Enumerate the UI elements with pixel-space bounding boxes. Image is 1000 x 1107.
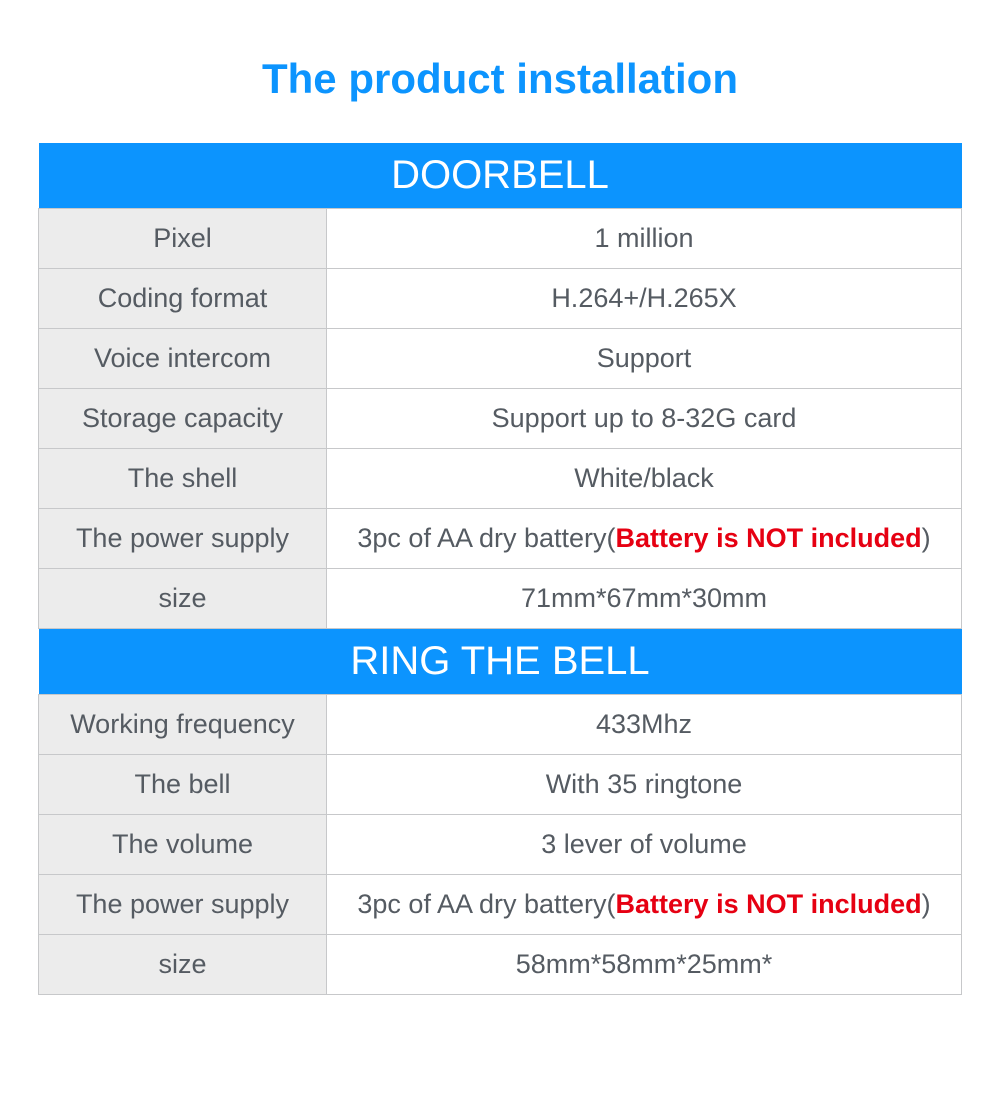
spec-value: 3 lever of volume [327, 815, 962, 875]
value-prefix: 3pc of AA dry battery( [357, 523, 615, 553]
spec-label: Working frequency [39, 695, 327, 755]
spec-row: Coding formatH.264+/H.265X [39, 269, 962, 329]
spec-row: The shellWhite/black [39, 449, 962, 509]
spec-label: Voice intercom [39, 329, 327, 389]
spec-row: The volume3 lever of volume [39, 815, 962, 875]
value-warning: Battery is NOT included [616, 523, 922, 553]
spec-value: 433Mhz [327, 695, 962, 755]
spec-label: The power supply [39, 509, 327, 569]
spec-value: With 35 ringtone [327, 755, 962, 815]
spec-label: size [39, 935, 327, 995]
spec-table-body: DOORBELLPixel1 millionCoding formatH.264… [39, 143, 962, 995]
spec-label: The bell [39, 755, 327, 815]
spec-row: The power supply3pc of AA dry battery(Ba… [39, 875, 962, 935]
spec-row: size71mm*67mm*30mm [39, 569, 962, 629]
spec-value: 1 million [327, 209, 962, 269]
value-prefix: 3pc of AA dry battery( [357, 889, 615, 919]
spec-value: Support [327, 329, 962, 389]
spec-label: Coding format [39, 269, 327, 329]
section-header-cell: DOORBELL [39, 143, 962, 209]
spec-value: H.264+/H.265X [327, 269, 962, 329]
spec-label: Pixel [39, 209, 327, 269]
spec-row: The power supply3pc of AA dry battery(Ba… [39, 509, 962, 569]
spec-row: size58mm*58mm*25mm* [39, 935, 962, 995]
section-header-cell: RING THE BELL [39, 629, 962, 695]
spec-label: The volume [39, 815, 327, 875]
spec-value: 3pc of AA dry battery(Battery is NOT inc… [327, 875, 962, 935]
spec-label: The shell [39, 449, 327, 509]
spec-row: The bellWith 35 ringtone [39, 755, 962, 815]
value-suffix: ) [922, 523, 931, 553]
section-header: RING THE BELL [39, 629, 962, 695]
spec-row: Storage capacitySupport up to 8-32G card [39, 389, 962, 449]
spec-value: 71mm*67mm*30mm [327, 569, 962, 629]
spec-row: Working frequency433Mhz [39, 695, 962, 755]
value-warning: Battery is NOT included [616, 889, 922, 919]
spec-value: Support up to 8-32G card [327, 389, 962, 449]
spec-label: The power supply [39, 875, 327, 935]
spec-row: Voice intercomSupport [39, 329, 962, 389]
value-suffix: ) [922, 889, 931, 919]
section-header: DOORBELL [39, 143, 962, 209]
spec-label: Storage capacity [39, 389, 327, 449]
spec-value: White/black [327, 449, 962, 509]
page-title: The product installation [0, 0, 1000, 143]
spec-value: 3pc of AA dry battery(Battery is NOT inc… [327, 509, 962, 569]
spec-label: size [39, 569, 327, 629]
spec-row: Pixel1 million [39, 209, 962, 269]
spec-table: DOORBELLPixel1 millionCoding formatH.264… [38, 143, 962, 995]
spec-value: 58mm*58mm*25mm* [327, 935, 962, 995]
